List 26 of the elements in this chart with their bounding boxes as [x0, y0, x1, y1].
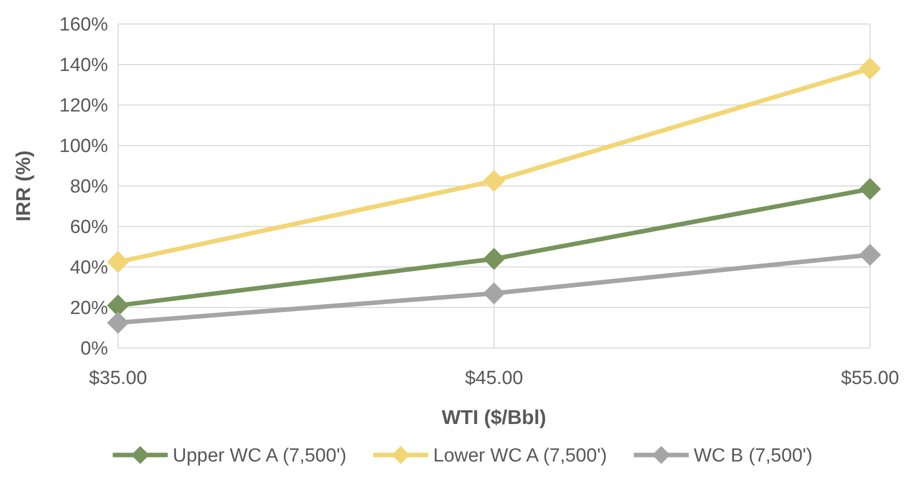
x-tick-label: $55.00 [840, 368, 900, 389]
point [859, 178, 881, 200]
point [483, 282, 505, 304]
y-axis-title: IRR (%) [13, 150, 35, 222]
y-tick-label: 0% [80, 338, 108, 360]
point [107, 294, 129, 316]
point [859, 244, 881, 266]
legend-label: Upper WC A (7,500') [172, 446, 346, 467]
y-tick-label: 100% [59, 136, 108, 158]
y-tick-label: 80% [70, 176, 108, 198]
y-tick-label: 20% [70, 298, 108, 320]
point [483, 248, 505, 270]
point [107, 312, 129, 334]
legend-label: Lower WC A (7,500') [433, 446, 607, 467]
x-axis-title: WTI ($/Bbl) [442, 407, 546, 429]
legend-label: WC B (7,500') [694, 446, 812, 467]
y-tick-label: 40% [70, 258, 108, 279]
y-tick-label: 160% [59, 14, 108, 36]
point [859, 58, 881, 80]
point [107, 250, 129, 273]
y-tick-label: 120% [59, 96, 108, 117]
y-tick-label: 60% [70, 217, 108, 238]
y-tick-label: 140% [59, 55, 108, 76]
x-tick-label: $35.00 [88, 368, 148, 389]
x-tick-label: $45.00 [464, 368, 524, 389]
point [483, 170, 505, 192]
